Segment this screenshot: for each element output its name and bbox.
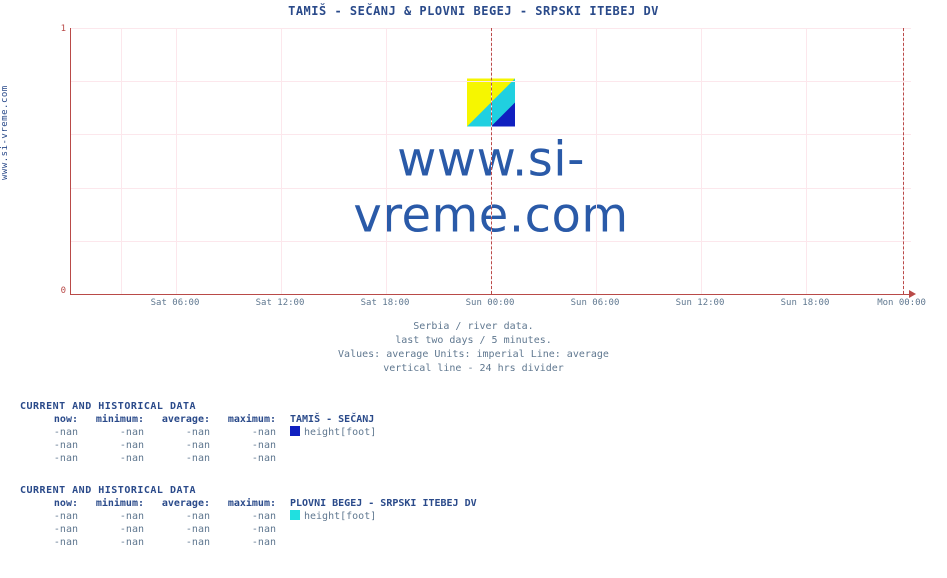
gridline-v xyxy=(701,28,702,294)
page: www.si-vreme.com TAMIŠ - SEČANJ & PLOVNI… xyxy=(0,0,947,578)
data-cell xyxy=(284,439,518,452)
gridline-v xyxy=(596,28,597,294)
x-axis-arrow-icon xyxy=(909,290,916,298)
data-cell: -nan xyxy=(152,439,218,452)
column-header: minimum: xyxy=(86,497,152,510)
divider-line xyxy=(491,28,492,294)
gridline-v xyxy=(386,28,387,294)
gridline-v xyxy=(806,28,807,294)
data-cell: -nan xyxy=(86,523,152,536)
variable-text: height[foot] xyxy=(304,427,376,438)
data-cell: -nan xyxy=(218,523,284,536)
data-block-heading: CURRENT AND HISTORICAL DATA xyxy=(20,400,518,413)
data-cell xyxy=(284,536,518,549)
subtitle-line: vertical line - 24 hrs divider xyxy=(0,362,947,376)
column-header: average: xyxy=(152,497,218,510)
column-header: now: xyxy=(20,497,86,510)
gridline-v xyxy=(176,28,177,294)
chart-subtitle: Serbia / river data. last two days / 5 m… xyxy=(0,320,947,376)
chart-plot-area: www.si-vreme.com xyxy=(70,28,911,295)
data-cell: -nan xyxy=(218,439,284,452)
data-cell: -nan xyxy=(218,510,284,523)
data-cell: -nan xyxy=(152,523,218,536)
xtick-label: Mon 00:00 xyxy=(877,298,926,308)
data-cell xyxy=(284,452,518,465)
data-cell: -nan xyxy=(20,426,86,439)
data-cell: -nan xyxy=(152,536,218,549)
column-header: maximum: xyxy=(218,413,284,426)
data-cell: -nan xyxy=(86,510,152,523)
color-swatch-icon xyxy=(290,426,300,436)
data-cell: -nan xyxy=(20,452,86,465)
column-header: now: xyxy=(20,413,86,426)
data-cell: -nan xyxy=(86,426,152,439)
variable-label: height[foot] xyxy=(284,510,518,523)
data-cell: -nan xyxy=(20,523,86,536)
data-table: now:minimum:average:maximum: PLOVNI BEGE… xyxy=(20,497,518,549)
subtitle-line: last two days / 5 minutes. xyxy=(0,334,947,348)
data-block: CURRENT AND HISTORICAL DATAnow:minimum:a… xyxy=(20,400,518,465)
xtick-label: Sun 06:00 xyxy=(571,298,620,308)
data-table: now:minimum:average:maximum: TAMIŠ - SEČ… xyxy=(20,413,518,465)
data-cell: -nan xyxy=(218,536,284,549)
data-cell: -nan xyxy=(20,439,86,452)
data-cell: -nan xyxy=(218,452,284,465)
xtick-label: Sun 18:00 xyxy=(781,298,830,308)
series-label: PLOVNI BEGEJ - SRPSKI ITEBEJ DV xyxy=(284,497,518,510)
data-cell: -nan xyxy=(86,439,152,452)
data-cell xyxy=(284,523,518,536)
data-cell: -nan xyxy=(152,452,218,465)
xtick-label: Sat 18:00 xyxy=(361,298,410,308)
series-label: TAMIŠ - SEČANJ xyxy=(284,413,518,426)
data-cell: -nan xyxy=(218,426,284,439)
ytick-label: 0 xyxy=(48,286,66,296)
xtick-label: Sun 00:00 xyxy=(466,298,515,308)
data-cell: -nan xyxy=(86,536,152,549)
chart-title: TAMIŠ - SEČANJ & PLOVNI BEGEJ - SRPSKI I… xyxy=(0,4,947,18)
subtitle-line: Serbia / river data. xyxy=(0,320,947,334)
subtitle-line: Values: average Units: imperial Line: av… xyxy=(0,348,947,362)
data-block: CURRENT AND HISTORICAL DATAnow:minimum:a… xyxy=(20,484,518,549)
variable-text: height[foot] xyxy=(304,511,376,522)
xtick-label: Sat 12:00 xyxy=(256,298,305,308)
xtick-label: Sat 06:00 xyxy=(151,298,200,308)
color-swatch-icon xyxy=(290,510,300,520)
ytick-label: 1 xyxy=(48,24,66,34)
xtick-label: Sun 12:00 xyxy=(676,298,725,308)
data-block-heading: CURRENT AND HISTORICAL DATA xyxy=(20,484,518,497)
column-header: minimum: xyxy=(86,413,152,426)
variable-label: height[foot] xyxy=(284,426,518,439)
data-cell: -nan xyxy=(86,452,152,465)
divider-line xyxy=(903,28,904,294)
data-cell: -nan xyxy=(152,510,218,523)
data-cell: -nan xyxy=(152,426,218,439)
side-label: www.si-vreme.com xyxy=(0,85,10,180)
column-header: maximum: xyxy=(218,497,284,510)
chart: 1 0 www.si-vreme.com Sat 06:00Sat 12:00S… xyxy=(42,28,910,308)
data-cell: -nan xyxy=(20,510,86,523)
data-cell: -nan xyxy=(20,536,86,549)
gridline-v xyxy=(121,28,122,294)
gridline-v xyxy=(281,28,282,294)
column-header: average: xyxy=(152,413,218,426)
